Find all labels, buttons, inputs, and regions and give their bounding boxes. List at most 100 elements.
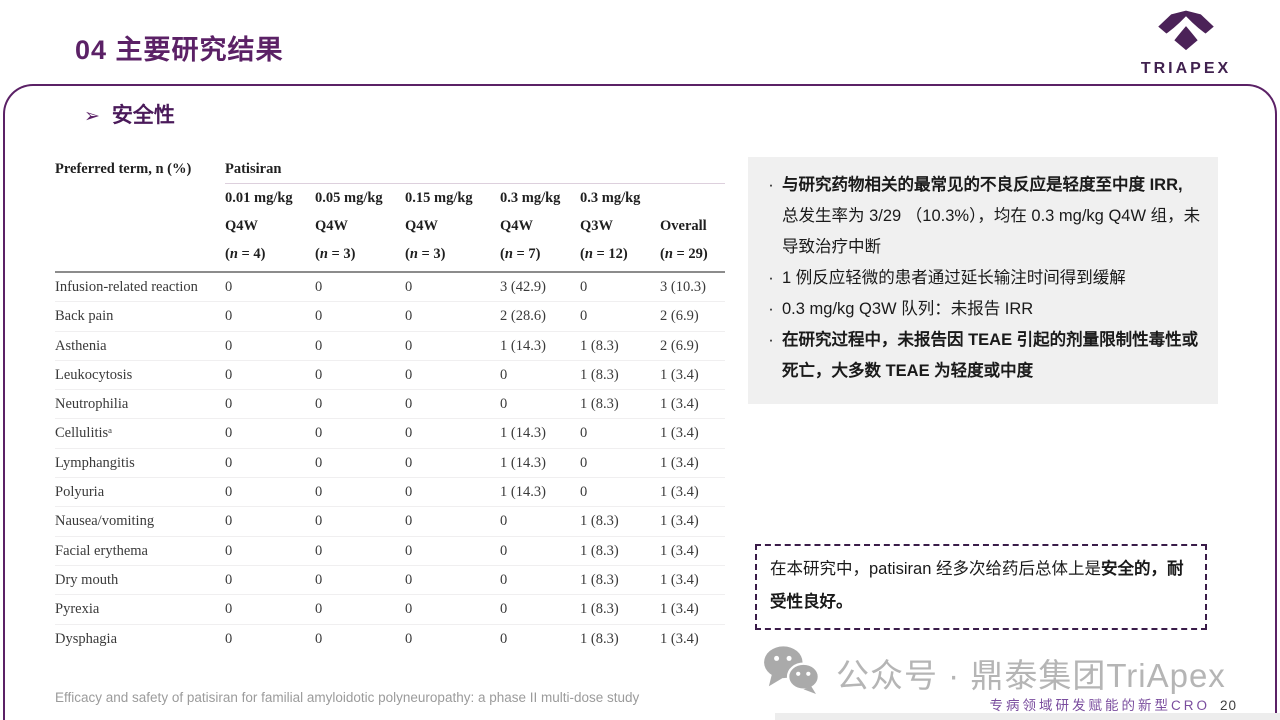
header-cell: 0.3 mg/kg bbox=[500, 190, 561, 206]
watermark-text: 公众号 · 鼎泰集团TriApex bbox=[836, 657, 1226, 694]
table-header: Preferred term, n (%) Patisiran 0.01 mg/… bbox=[55, 155, 725, 271]
table-row: Pyrexia 0 0 0 0 1 (8.3) 1 (3.4) bbox=[55, 594, 725, 623]
value-cell: 0 bbox=[405, 396, 413, 413]
row-label-cell bbox=[55, 240, 225, 268]
page-number: 20 bbox=[1219, 698, 1237, 713]
table-row: Nausea/vomiting 0 0 0 0 1 (8.3) 1 (3.4) bbox=[55, 506, 725, 535]
value-cell: 1 (8.3) bbox=[580, 542, 619, 559]
value-cell: 0 bbox=[580, 308, 588, 325]
value-cell: 0 bbox=[225, 279, 233, 295]
value-cell: 1 (3.4) bbox=[660, 454, 699, 471]
table-row: Dysphagia 0 0 0 0 1 (8.3) 1 (3.4) bbox=[55, 623, 725, 653]
value-cell: 1 (3.4) bbox=[660, 366, 699, 383]
term-cell: Polyuria bbox=[55, 484, 105, 501]
value-cell: 0 bbox=[580, 279, 588, 295]
table-n-row: (n = 4) (n = 3) (n = 3) (n = 7) (n = 12) (n =… bbox=[55, 240, 725, 271]
conclusion-text: 在本研究中，patisiran 经多次给药后总体上是 bbox=[770, 560, 1101, 578]
row-label-cell bbox=[55, 184, 225, 212]
header-cell: (n = 4) bbox=[225, 246, 266, 262]
value-cell: 0 bbox=[225, 396, 233, 413]
bullet-marker: · bbox=[768, 331, 774, 349]
value-cell: 0 bbox=[225, 484, 233, 501]
adverse-events-table: Preferred term, n (%) Patisiran 0.01 mg/… bbox=[55, 155, 725, 653]
value-cell: 0 bbox=[500, 601, 508, 618]
value-cell: 0 bbox=[225, 337, 233, 354]
finding-text: 0.3 mg/kg Q3W 队列：未报告 IRR bbox=[782, 300, 1034, 318]
value-cell: 0 bbox=[500, 396, 508, 413]
value-cell: 1 (3.4) bbox=[660, 425, 699, 442]
conclusion-box: 在本研究中，patisiran 经多次给药后总体上是安全的，耐受性良好。 bbox=[755, 544, 1207, 630]
value-cell: 0 bbox=[315, 542, 323, 559]
term-cell: Neutrophilia bbox=[55, 396, 129, 413]
value-cell: 0 bbox=[405, 425, 413, 442]
value-cell: 0 bbox=[405, 601, 413, 618]
finding-bullet: · 0.3 mg/kg Q3W 队列：未报告 IRR bbox=[760, 294, 1202, 325]
value-cell: 2 (28.6) bbox=[500, 308, 546, 325]
term-cell: Infusion-related reaction bbox=[55, 279, 198, 295]
footer: 专病领域研发赋能的新型CRO 20 bbox=[989, 694, 1237, 714]
value-cell: 0 bbox=[225, 630, 233, 647]
header-cell: (n = 12) bbox=[580, 246, 628, 262]
header-cell: Q3W bbox=[580, 218, 614, 234]
header-cell: (n = 7) bbox=[500, 246, 541, 262]
row-label-cell bbox=[55, 212, 225, 240]
findings-box: · 与研究药物相关的最常见的不良反应是轻度至中度 IRR, 总发生率为 3/29… bbox=[748, 157, 1218, 404]
table-row: Cellulitisᵃ 0 0 0 1 (14.3) 0 1 (3.4) bbox=[55, 418, 725, 447]
value-cell: 0 bbox=[405, 571, 413, 588]
value-cell: 1 (3.4) bbox=[660, 513, 699, 530]
value-cell: 0 bbox=[405, 279, 413, 295]
triapex-gem-icon bbox=[1149, 10, 1223, 58]
header-cell: 0.3 mg/kg bbox=[580, 190, 641, 206]
table-row: Asthenia 0 0 0 1 (14.3) 1 (8.3) 2 (6.9) bbox=[55, 330, 725, 360]
value-cell: 1 (8.3) bbox=[580, 630, 619, 647]
table-row: Polyuria 0 0 0 1 (14.3) 0 1 (3.4) bbox=[55, 477, 725, 506]
logo-wordmark: TRIAPEX bbox=[1140, 60, 1232, 77]
finding-bullet: · 1 例反应轻微的患者通过延长输注时间得到缓解 bbox=[760, 263, 1202, 294]
value-cell: 1 (14.3) bbox=[500, 425, 546, 442]
section-title: 安全性 bbox=[111, 104, 175, 127]
table-row: Facial erythema 0 0 0 0 1 (8.3) 1 (3.4) bbox=[55, 535, 725, 565]
header-cell: (n = 3) bbox=[315, 246, 356, 262]
value-cell: 0 bbox=[405, 337, 413, 354]
value-cell: 0 bbox=[580, 425, 588, 442]
bottom-strip bbox=[775, 713, 1280, 720]
value-cell: 0 bbox=[315, 454, 323, 471]
value-cell: 0 bbox=[315, 396, 323, 413]
value-cell: 1 (3.4) bbox=[660, 396, 699, 413]
table-group-row: Preferred term, n (%) Patisiran bbox=[55, 155, 725, 184]
value-cell: 1 (3.4) bbox=[660, 630, 699, 647]
table-row: Leukocytosis 0 0 0 0 1 (8.3) 1 (3.4) bbox=[55, 359, 725, 389]
col1-header-cell: Preferred term, n (%) bbox=[55, 161, 192, 177]
value-cell: 1 (14.3) bbox=[500, 454, 546, 471]
term-cell: Asthenia bbox=[55, 337, 107, 354]
finding-bullet: · 在研究过程中，未报告因 TEAE 引起的剂量限制性毒性或死亡，大多数 TEA… bbox=[760, 325, 1202, 387]
value-cell: 0 bbox=[580, 454, 588, 471]
finding-bullet: · 与研究药物相关的最常见的不良反应是轻度至中度 IRR, 总发生率为 3/29… bbox=[760, 170, 1202, 263]
term-cell: Cellulitisᵃ bbox=[55, 425, 113, 442]
table-dose-row: 0.01 mg/kg 0.05 mg/kg 0.15 mg/kg 0.3 mg/kg 0… bbox=[55, 184, 725, 212]
bullet-marker: · bbox=[768, 300, 774, 318]
value-cell: 1 (8.3) bbox=[580, 601, 619, 618]
value-cell: 1 (8.3) bbox=[580, 571, 619, 588]
page-title: 04 主要研究结果 bbox=[75, 35, 284, 65]
value-cell: 0 bbox=[225, 366, 233, 383]
table-row: Infusion-related reaction 0 0 0 3 (42.9) 0 3 (… bbox=[55, 273, 725, 301]
header-cell bbox=[660, 184, 725, 212]
value-cell: 3 (10.3) bbox=[660, 279, 706, 295]
value-cell: 1 (14.3) bbox=[500, 337, 546, 354]
header-cell: 0.15 mg/kg bbox=[405, 190, 473, 206]
header-cell: Overall bbox=[660, 218, 707, 234]
watermark: 公众号 · 鼎泰集团TriApex bbox=[760, 644, 1226, 702]
table-schedule-row: Q4W Q4W Q4W Q4W Q3W Overall bbox=[55, 212, 725, 240]
value-cell: 0 bbox=[315, 513, 323, 530]
table-row: Dry mouth 0 0 0 0 1 (8.3) 1 (3.4) bbox=[55, 564, 725, 594]
value-cell: 0 bbox=[405, 513, 413, 530]
value-cell: 1 (8.3) bbox=[580, 513, 619, 530]
value-cell: 2 (6.9) bbox=[660, 337, 699, 354]
header-cell: 0.01 mg/kg bbox=[225, 190, 293, 206]
value-cell: 0 bbox=[315, 630, 323, 647]
finding-text: 与研究药物相关的最常见的不良反应是轻度至中度 IRR, 总发生率为 3/29 （… bbox=[782, 176, 1201, 256]
value-cell: 0 bbox=[225, 308, 233, 325]
value-cell: 0 bbox=[315, 308, 323, 325]
